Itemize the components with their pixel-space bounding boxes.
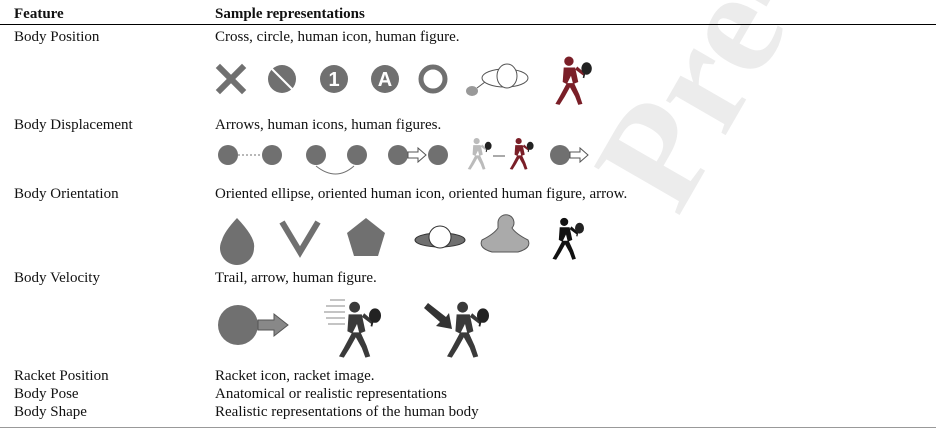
samples: Cross, circle, human icon, human figure.	[215, 29, 460, 45]
feature: Body Velocity	[14, 270, 100, 286]
header-samples: Sample representations	[215, 6, 365, 22]
human-figure	[509, 137, 534, 171]
feature: Body Pose	[14, 386, 79, 402]
trail-lines	[324, 299, 345, 325]
feature: Body Displacement	[14, 117, 133, 133]
header-rule	[0, 24, 936, 25]
human-figure	[554, 55, 592, 106]
samples: Trail, arrow, human figure.	[215, 270, 377, 286]
drop-icon	[220, 218, 255, 265]
samples: Anatomical or realistic representations	[215, 386, 447, 402]
human-figure-ghost	[467, 137, 492, 171]
samples: Arrows, human icons, human figures.	[215, 117, 442, 133]
samples: Oriented ellipse, oriented human icon, o…	[215, 186, 628, 202]
marker-letter: A	[378, 69, 392, 91]
feature: Body Shape	[14, 404, 87, 420]
header-feature: Feature	[14, 6, 64, 22]
human-figure	[446, 300, 490, 359]
samples: Racket icon, racket image.	[215, 368, 375, 384]
cross-icon	[215, 63, 247, 95]
bottom-rule	[0, 427, 936, 428]
samples: Realistic representations of the human b…	[215, 404, 479, 420]
ball-icon	[268, 65, 296, 93]
velocity-arrow-icon	[218, 305, 289, 345]
ellipse-racket-icon	[466, 63, 529, 96]
marker-number: 1	[328, 69, 339, 91]
v-icon	[279, 220, 321, 258]
number-icon: 1	[320, 65, 348, 93]
velocity-arrow	[424, 303, 452, 329]
human-figure	[338, 300, 382, 359]
feature: Body Position	[14, 29, 100, 45]
ring-icon	[418, 64, 448, 94]
feature: Racket Position	[14, 368, 109, 384]
human-figure	[551, 217, 584, 261]
letter-icon: A	[371, 65, 399, 93]
displacement-icons	[218, 145, 589, 175]
oriented-ellipse-icon	[414, 225, 466, 249]
feature: Body Orientation	[14, 186, 119, 202]
pentagon-icon	[347, 218, 385, 256]
human-icon-top	[480, 214, 530, 253]
